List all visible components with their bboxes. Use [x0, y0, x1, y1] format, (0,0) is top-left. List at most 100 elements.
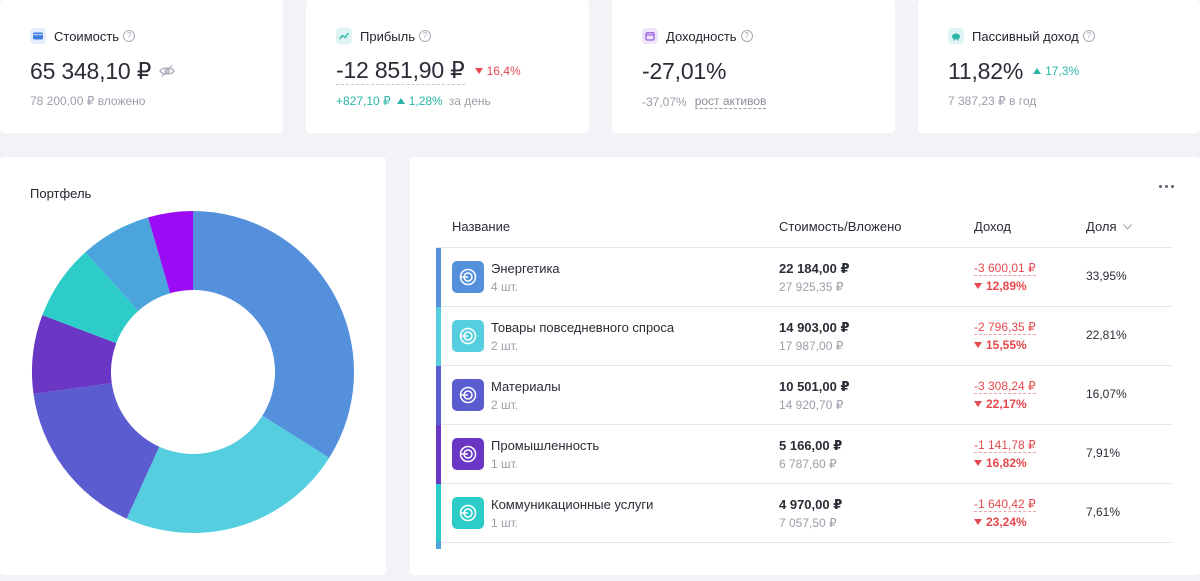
- donut-segment-5[interactable]: [85, 217, 171, 312]
- stat-card-value: Стоимость ? 65 348,10 ₽ 78 200,00 ₽ влож…: [0, 0, 283, 133]
- sector-invested: 17 987,00 ₽: [779, 339, 844, 353]
- sector-share: 7,91%: [1086, 446, 1121, 460]
- stat-value: -27,01%: [642, 57, 727, 84]
- stat-title: Доходность: [666, 28, 737, 44]
- sector-invested: 6 787,60 ₽: [779, 457, 837, 471]
- sector-quantity: 2 шт.: [491, 339, 519, 353]
- sector-icon: [452, 261, 484, 293]
- portfolio-donut-chart: [31, 211, 354, 533]
- help-icon[interactable]: ?: [740, 30, 753, 42]
- stat-value: 11,82%: [948, 57, 1024, 84]
- stat-value[interactable]: -12 851,90 ₽: [336, 57, 465, 85]
- row-color-bar: [436, 366, 441, 425]
- stat-sub-value: -37,07%: [642, 94, 687, 109]
- piggy-bank-icon: [948, 28, 964, 44]
- sector-income-pct: 22,17%: [974, 397, 1027, 411]
- stat-delta: 17,3%: [1033, 64, 1079, 78]
- table-row-partial-bar: [436, 541, 441, 549]
- sector-icon: [452, 379, 484, 411]
- sector-share: 33,95%: [1086, 269, 1127, 283]
- stat-title: Прибыль: [360, 28, 415, 44]
- stat-card-passive-income: Пассивный доход ? 11,82% 17,3% 7 387,23 …: [918, 0, 1200, 133]
- sector-income-pct: 15,55%: [974, 338, 1027, 352]
- stat-title: Пассивный доход: [972, 28, 1079, 44]
- portfolio-card: Портфель: [0, 157, 386, 575]
- arrow-up-icon: [396, 98, 405, 104]
- sector-icon: [452, 438, 484, 470]
- sector-value: 14 903,00 ₽: [779, 320, 850, 335]
- row-color-bar: [436, 248, 441, 307]
- stat-title: Стоимость: [54, 28, 120, 44]
- arrow-down-icon: [974, 283, 982, 289]
- sector-quantity: 1 шт.: [491, 457, 519, 471]
- sector-share: 16,07%: [1086, 387, 1127, 401]
- table-row[interactable]: Коммуникационные услуги 1 шт. 4 970,00 ₽ 7 …: [436, 484, 1172, 543]
- wallet-icon: [30, 28, 46, 44]
- sector-share: 7,61%: [1086, 505, 1121, 519]
- table-row[interactable]: Энергетика 4 шт. 22 184,00 ₽ 27 925,35 ₽ -3 …: [436, 248, 1172, 307]
- sector-value: 4 970,00 ₽: [779, 497, 843, 512]
- chevron-down-icon[interactable]: [1122, 223, 1132, 230]
- more-options-icon[interactable]: [1159, 185, 1174, 188]
- table-row[interactable]: Товары повседневного спроса 2 шт. 14 903,0…: [436, 307, 1172, 366]
- sector-name[interactable]: Материалы: [491, 379, 561, 394]
- sector-income-pct: 16,82%: [974, 456, 1027, 470]
- donut-segment-3[interactable]: [31, 315, 117, 394]
- row-color-bar: [436, 307, 441, 366]
- table-row[interactable]: Материалы 2 шт. 10 501,00 ₽ 14 920,70 ₽ -3 3…: [436, 366, 1172, 425]
- sector-income-pct: 12,89%: [974, 279, 1027, 293]
- help-icon[interactable]: ?: [418, 30, 431, 42]
- arrow-down-icon: [974, 401, 982, 407]
- table-row[interactable]: Промышленность 1 шт. 5 166,00 ₽ 6 787,60 ₽ -…: [436, 425, 1172, 484]
- sector-income[interactable]: -3 600,01 ₽: [974, 261, 1036, 276]
- sector-name[interactable]: Промышленность: [491, 438, 600, 453]
- donut-segment-4[interactable]: [42, 252, 139, 344]
- stat-card-profit: Прибыль ? -12 851,90 ₽ 16,4% +827,10 ₽ 1…: [306, 0, 589, 133]
- column-header-share[interactable]: Доля: [1086, 219, 1132, 234]
- sector-income[interactable]: -1 141,78 ₽: [974, 438, 1036, 453]
- arrow-down-icon: [974, 342, 982, 348]
- column-header-income[interactable]: Доход: [974, 219, 1011, 234]
- chart-line-icon: [336, 28, 352, 44]
- column-header-value[interactable]: Стоимость/Вложено: [779, 219, 902, 234]
- stat-delta: 16,4%: [474, 64, 521, 78]
- sector-name[interactable]: Коммуникационные услуги: [491, 497, 654, 512]
- calendar-icon: [642, 28, 658, 44]
- donut-segment-0[interactable]: [193, 211, 354, 458]
- portfolio-title: Портфель: [30, 186, 92, 201]
- sector-icon: [452, 320, 484, 352]
- stat-value: 65 348,10 ₽: [30, 57, 152, 84]
- asset-growth-link[interactable]: рост активов: [694, 94, 767, 109]
- sector-quantity: 2 шт.: [491, 398, 519, 412]
- day-change-pct: 1,28%: [396, 94, 443, 108]
- sector-invested: 14 920,70 ₽: [779, 398, 844, 412]
- sector-income[interactable]: -2 796,35 ₽: [974, 320, 1036, 335]
- sector-income[interactable]: -1 640,42 ₽: [974, 497, 1036, 512]
- sector-invested: 27 925,35 ₽: [779, 280, 844, 294]
- sector-invested: 7 057,50 ₽: [779, 516, 837, 530]
- help-icon[interactable]: ?: [1082, 30, 1095, 42]
- sector-share: 22,81%: [1086, 328, 1127, 342]
- table-body: Энергетика 4 шт. 22 184,00 ₽ 27 925,35 ₽ -3 …: [436, 248, 1172, 543]
- help-icon[interactable]: ?: [123, 30, 136, 42]
- donut-segment-2[interactable]: [33, 383, 160, 519]
- eye-off-icon[interactable]: [159, 64, 175, 78]
- row-color-bar: [436, 484, 441, 543]
- sector-value: 10 501,00 ₽: [779, 379, 850, 394]
- stat-sub: 78 200,00 ₽ вложено: [30, 94, 146, 108]
- day-change-value: +827,10 ₽: [336, 94, 391, 108]
- sector-value: 5 166,00 ₽: [779, 438, 843, 453]
- sector-icon: [452, 497, 484, 529]
- column-header-name[interactable]: Название: [452, 219, 511, 234]
- sector-quantity: 1 шт.: [491, 516, 519, 530]
- stat-card-yield: Доходность ? -27,01% -37,07% рост активо…: [612, 0, 895, 133]
- arrow-down-icon: [474, 68, 483, 74]
- arrow-up-icon: [1033, 68, 1042, 74]
- sector-income[interactable]: -3 308,24 ₽: [974, 379, 1036, 394]
- sector-name[interactable]: Энергетика: [491, 261, 560, 276]
- sector-name[interactable]: Товары повседневного спроса: [491, 320, 675, 335]
- stat-sub: 7 387,23 ₽ в год: [948, 94, 1037, 108]
- arrow-down-icon: [974, 460, 982, 466]
- donut-segment-1[interactable]: [126, 415, 330, 533]
- donut-segment-6[interactable]: [148, 211, 193, 294]
